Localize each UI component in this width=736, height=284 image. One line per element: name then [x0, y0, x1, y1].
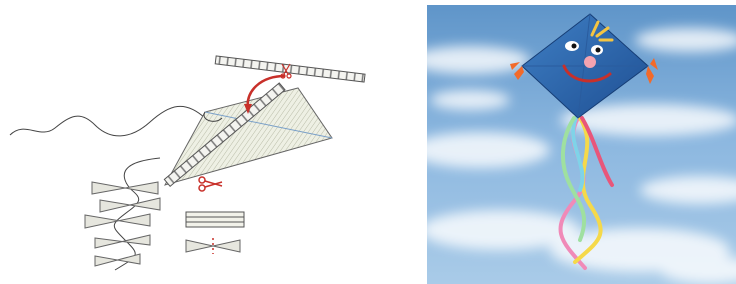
page-body: (() => { const data = JSON.parse(documen…: [0, 0, 736, 284]
scene: [0, 0, 736, 284]
folded-paper-part: [186, 212, 244, 217]
kite-diagram: [10, 56, 365, 270]
tail-bows-part: [92, 182, 158, 194]
clouds-part: [410, 132, 550, 168]
tail-bows-part: [95, 254, 140, 266]
kite-string: [10, 106, 205, 136]
folded-paper: [186, 212, 244, 227]
kite-photo: [410, 5, 736, 284]
kite-face-part: [572, 44, 577, 49]
scissors-part: [199, 177, 205, 183]
small-bow: [186, 240, 240, 252]
kite-face-part: [596, 48, 601, 53]
tail-bows: [85, 182, 160, 266]
kite-face-part: [584, 56, 596, 68]
scissors-part: [199, 185, 205, 191]
clouds-part: [430, 90, 510, 110]
page: Kite illustrations {} html, body { margi…: [0, 0, 736, 284]
tail-bows-part: [85, 214, 150, 228]
folded-paper-part: [186, 217, 244, 222]
scissors: [199, 177, 222, 191]
folded-paper-part: [186, 222, 244, 227]
kite-tail-string: [114, 158, 160, 270]
scissors-small-part: [287, 74, 291, 78]
